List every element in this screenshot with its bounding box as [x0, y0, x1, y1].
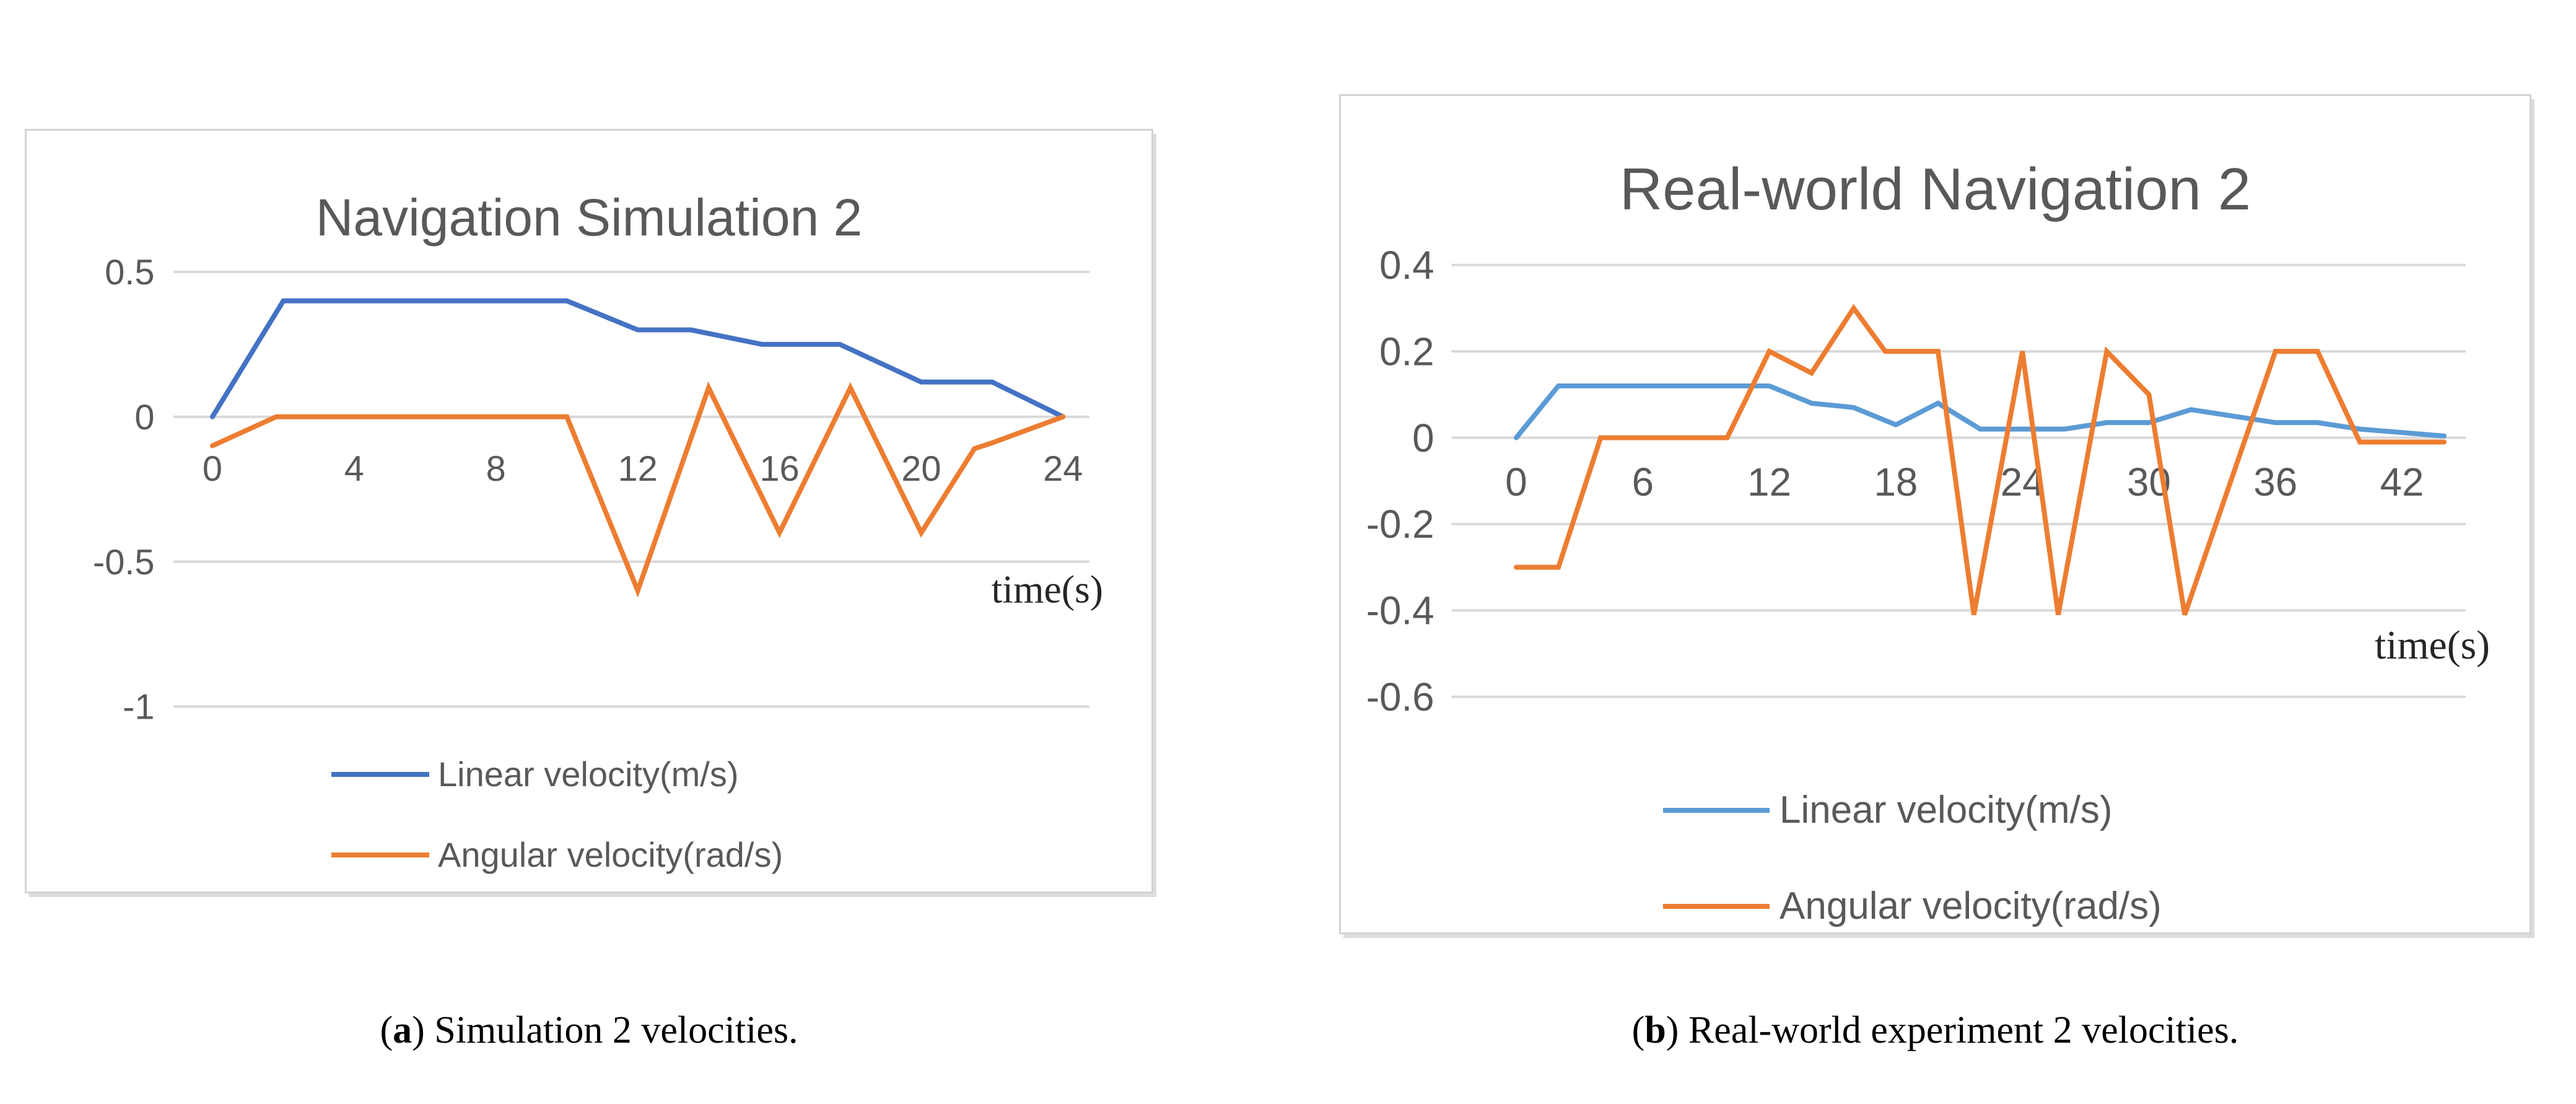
x-tick-label: 6 — [1632, 460, 1654, 504]
linear-velocity-line — [209, 298, 1066, 419]
y-tick-label: 0 — [134, 398, 154, 437]
angular-velocity-line — [209, 381, 1066, 598]
x-tick-label: 4 — [344, 449, 364, 489]
x-tick-label: 0 — [203, 449, 222, 489]
legend-item-angular-velocity: Angular velocity(rad/s) — [331, 835, 783, 875]
legend-item-linear-velocity: Linear velocity(m/s) — [331, 754, 738, 794]
x-tick-label: 24 — [1043, 449, 1083, 489]
caption-b: (b) Real-world experiment 2 velocities. — [1339, 1009, 2531, 1053]
simulation-line-plot: 0.5 0 -0.5 -1 0 4 8 12 16 20 24 time(s) — [93, 253, 1103, 727]
legend-label-angular-velocity: Angular velocity(rad/s) — [1779, 885, 2162, 927]
x-tick-label: 12 — [618, 449, 658, 489]
y-tick-label: 0.2 — [1379, 329, 1434, 374]
linear-velocity-swatch — [1663, 807, 1770, 813]
y-tick-label: -1 — [123, 688, 154, 727]
x-tick-label: 42 — [2380, 460, 2424, 504]
angular-velocity-swatch — [331, 852, 429, 857]
x-axis-title: time(s) — [992, 567, 1103, 611]
y-tick-label: 0.4 — [1379, 243, 1434, 287]
x-tick-label: 0 — [1505, 460, 1527, 504]
y-tick-label: -0.2 — [1366, 502, 1434, 546]
caption-a-text: ) Simulation 2 velocities. — [412, 1009, 798, 1051]
x-tick-label: 12 — [1747, 460, 1791, 504]
caption-b-text: ) Real-world experiment 2 velocities. — [1666, 1009, 2239, 1051]
angular-velocity-swatch — [1663, 903, 1770, 909]
caption-a: (a) Simulation 2 velocities. — [25, 1009, 1153, 1053]
caption-a-paren-open: ( — [380, 1009, 393, 1051]
legend-label-linear-velocity: Linear velocity(m/s) — [438, 755, 739, 794]
y-tick-label: -0.5 — [93, 543, 154, 582]
legend-label-linear-velocity: Linear velocity(m/s) — [1779, 789, 2113, 831]
legend-label-angular-velocity: Angular velocity(rad/s) — [438, 835, 784, 874]
angular-velocity-line — [1514, 304, 2447, 616]
caption-a-letter: a — [393, 1009, 413, 1051]
chart-panel-simulation: 0.5 0 -0.5 -1 0 4 8 12 16 20 24 time(s) Navigation … — [25, 129, 1153, 893]
x-tick-label: 36 — [2253, 460, 2297, 504]
chart-panel-real-world: 0.4 0.2 0 -0.2 -0.4 -0.6 0 6 12 18 24 30 36 42 time(s)… — [1339, 94, 2531, 934]
x-tick-label: 16 — [759, 449, 799, 489]
chart-title-real-world: Real-world Navigation 2 — [1619, 156, 2251, 222]
legend-item-angular-velocity: Angular velocity(rad/s) — [1663, 884, 2162, 928]
caption-b-paren-open: ( — [1631, 1009, 1645, 1051]
linear-velocity-line — [1514, 383, 2447, 440]
chart-title-simulation: Navigation Simulation 2 — [315, 188, 863, 247]
legend-item-linear-velocity: Linear velocity(m/s) — [1663, 788, 2112, 832]
y-tick-label: 0 — [1412, 416, 1434, 460]
x-axis-title: time(s) — [2375, 623, 2490, 668]
caption-b-letter: b — [1644, 1009, 1666, 1051]
x-tick-label: 8 — [486, 449, 506, 489]
x-tick-label: 20 — [901, 449, 941, 489]
linear-velocity-swatch — [331, 771, 429, 777]
x-tick-label: 18 — [1874, 460, 1918, 504]
y-tick-label: -0.6 — [1366, 675, 1434, 719]
y-tick-label: 0.5 — [105, 253, 154, 292]
y-tick-label: -0.4 — [1366, 589, 1434, 633]
